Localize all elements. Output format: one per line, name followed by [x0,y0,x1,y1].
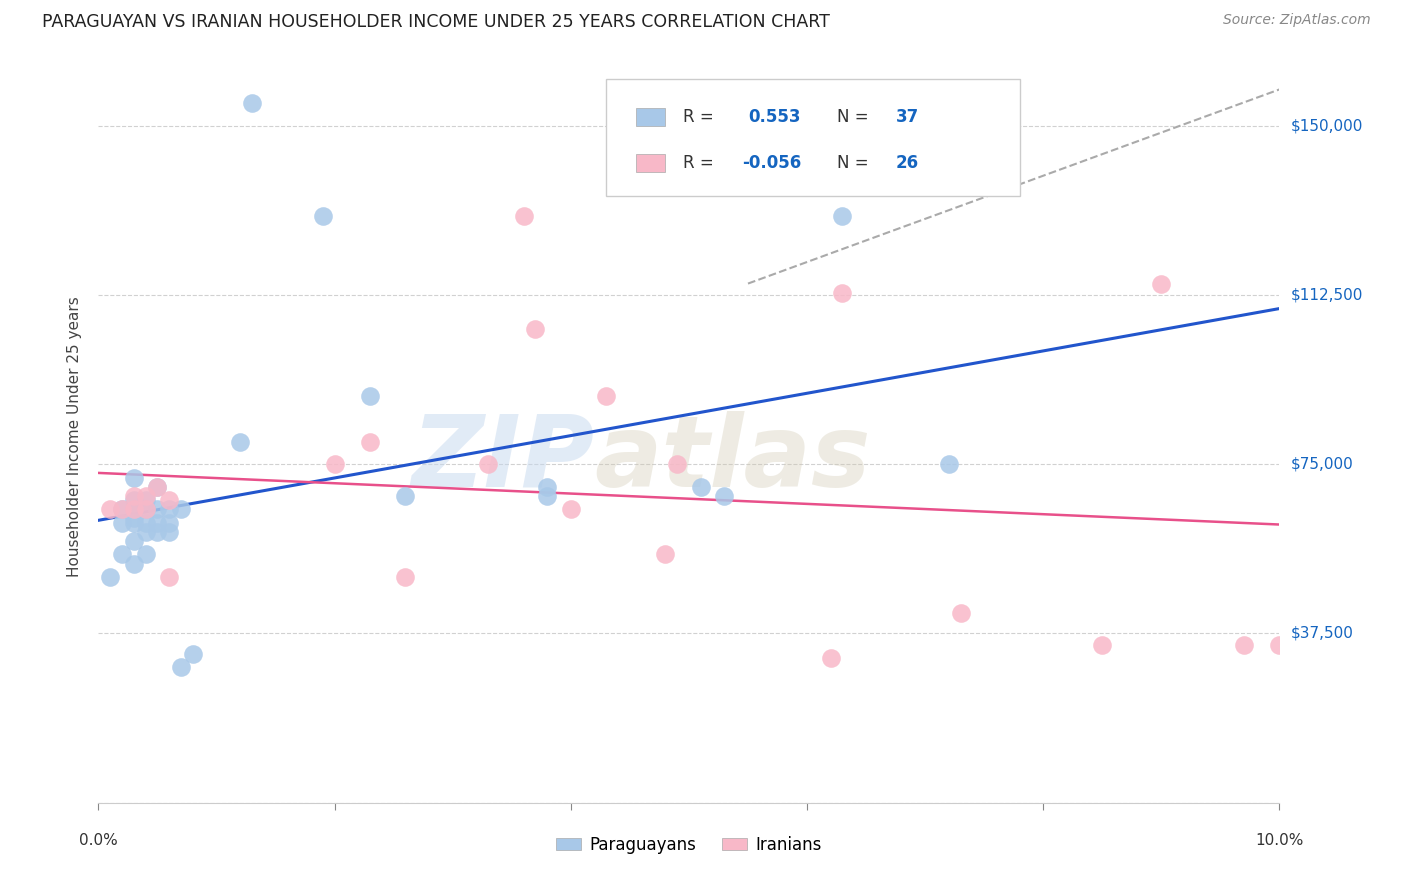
Point [820,651,842,665]
Point [111,502,134,516]
Text: R =: R = [683,153,718,172]
Point [713,489,735,503]
Point [122,471,145,485]
Point [135,516,157,530]
Point [595,389,617,403]
Text: atlas: atlas [595,410,870,508]
Point [181,647,204,661]
Point [477,457,499,471]
Point [135,502,157,516]
Text: R =: R = [683,108,718,126]
Text: 10.0%: 10.0% [1256,833,1303,848]
Point [938,457,960,471]
Point [135,548,157,562]
Point [135,489,157,503]
Point [157,502,180,516]
Point [146,524,169,539]
Text: Source: ZipAtlas.com: Source: ZipAtlas.com [1223,13,1371,28]
Text: 0.0%: 0.0% [79,833,118,848]
Point [111,502,134,516]
Point [323,457,346,471]
Point [831,285,853,300]
Text: $150,000: $150,000 [1291,118,1362,133]
Point [146,480,169,494]
Point [111,516,134,530]
Text: $112,500: $112,500 [1291,287,1362,302]
Point [170,502,193,516]
Point [135,524,157,539]
Point [359,434,381,449]
Text: $37,500: $37,500 [1291,626,1354,641]
Point [312,209,335,223]
Y-axis label: Householder Income Under 25 years: Householder Income Under 25 years [67,297,83,577]
Point [1150,277,1173,291]
Point [146,480,169,494]
Point [170,660,193,674]
Point [1268,638,1291,652]
Point [394,570,416,584]
Point [654,548,676,562]
Text: -0.056: -0.056 [742,153,801,172]
Point [240,95,263,110]
Text: N =: N = [837,108,873,126]
Point [229,434,252,449]
Point [536,480,558,494]
Point [512,209,534,223]
Point [359,389,381,403]
Point [98,502,121,516]
Point [122,557,145,571]
Point [157,493,180,508]
Legend: Paraguayans, Iranians: Paraguayans, Iranians [550,829,828,860]
Point [122,533,145,548]
Text: PARAGUAYAN VS IRANIAN HOUSEHOLDER INCOME UNDER 25 YEARS CORRELATION CHART: PARAGUAYAN VS IRANIAN HOUSEHOLDER INCOME… [42,13,830,31]
Point [689,480,711,494]
Point [122,516,145,530]
Point [560,502,582,516]
Point [157,516,180,530]
Point [666,457,689,471]
FancyBboxPatch shape [606,78,1019,195]
Point [146,516,169,530]
Point [157,570,180,584]
Text: $75,000: $75,000 [1291,457,1354,472]
Text: 26: 26 [896,153,918,172]
Point [135,502,157,516]
Point [122,502,145,516]
Text: 37: 37 [896,108,920,126]
Point [135,493,157,508]
Text: 0.553: 0.553 [748,108,800,126]
Point [394,489,416,503]
Point [98,570,121,584]
Point [146,502,169,516]
Point [949,606,972,620]
Bar [636,108,665,126]
Point [524,322,547,336]
Point [111,548,134,562]
Point [831,209,853,223]
Point [536,489,558,503]
Point [122,489,145,503]
Text: N =: N = [837,153,873,172]
Point [122,493,145,508]
Point [1233,638,1256,652]
Point [122,502,145,516]
Bar [636,153,665,172]
Point [122,511,145,525]
Text: ZIP: ZIP [412,410,595,508]
Point [1091,638,1114,652]
Point [157,524,180,539]
